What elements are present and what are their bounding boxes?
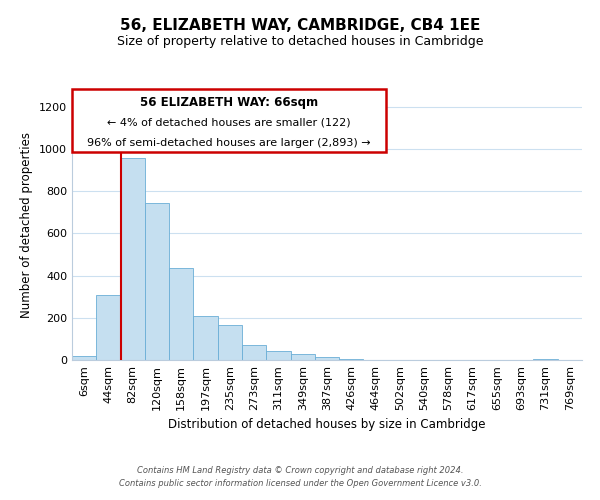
Text: 56 ELIZABETH WAY: 66sqm: 56 ELIZABETH WAY: 66sqm	[140, 96, 318, 109]
Bar	[315, 357, 339, 360]
Text: Size of property relative to detached houses in Cambridge: Size of property relative to detached ho…	[117, 35, 483, 48]
Text: ← 4% of detached houses are smaller (122): ← 4% of detached houses are smaller (122…	[107, 118, 350, 128]
FancyBboxPatch shape	[72, 88, 386, 152]
X-axis label: Distribution of detached houses by size in Cambridge: Distribution of detached houses by size …	[168, 418, 486, 431]
Y-axis label: Number of detached properties: Number of detached properties	[20, 132, 34, 318]
Bar	[218, 325, 242, 360]
Bar	[266, 350, 290, 360]
Bar	[121, 158, 145, 360]
Text: 96% of semi-detached houses are larger (2,893) →: 96% of semi-detached houses are larger (…	[87, 138, 371, 147]
Bar	[96, 294, 121, 360]
Text: 56, ELIZABETH WAY, CAMBRIDGE, CB4 1EE: 56, ELIZABETH WAY, CAMBRIDGE, CB4 1EE	[120, 18, 480, 32]
Bar	[72, 356, 96, 360]
Bar	[169, 268, 193, 360]
Text: Contains HM Land Registry data © Crown copyright and database right 2024.
Contai: Contains HM Land Registry data © Crown c…	[119, 466, 481, 487]
Bar	[145, 203, 169, 360]
Bar	[242, 345, 266, 360]
Bar	[193, 316, 218, 360]
Bar	[533, 358, 558, 360]
Bar	[290, 354, 315, 360]
Bar	[339, 359, 364, 360]
